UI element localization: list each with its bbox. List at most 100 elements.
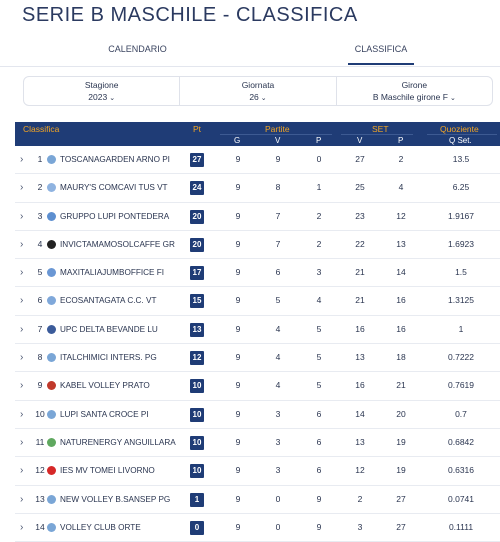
tab-classifica[interactable]: CLASSIFICA: [348, 36, 414, 65]
expand-chevron-icon[interactable]: ›: [20, 436, 24, 448]
sets-won: 12: [355, 465, 365, 476]
row-position: 1: [37, 154, 43, 164]
tab-calendario[interactable]: CALENDARIO: [108, 44, 167, 54]
header-partite: Partite: [265, 124, 290, 134]
team-name[interactable]: LUPI SANTA CROCE PI: [60, 409, 149, 419]
team-logo-icon: [47, 239, 56, 249]
table-row[interactable]: › 12 IES MV TOMEI LIVORNO 10 9 3 6 12 19 0.6316: [15, 457, 500, 486]
expand-chevron-icon[interactable]: ›: [20, 493, 24, 505]
table-row[interactable]: › 5 MAXITALIAJUMBOFFICE FI 17 9 6 3 21 14 1.5: [15, 259, 500, 288]
table-row[interactable]: › 14 VOLLEY CLUB ORTE 0 9 0 9 3 27 0.1111: [15, 514, 500, 542]
chevron-down-icon: ⌄: [449, 95, 456, 102]
team-name[interactable]: KABEL VOLLEY PRATO: [60, 381, 150, 391]
games-played: 9: [235, 295, 241, 306]
table-row[interactable]: › 10 LUPI SANTA CROCE PI 10 9 3 6 14 20 0.7: [15, 401, 500, 429]
header-divider: [220, 134, 332, 135]
table-header: Classifica Pt Partite SET Quoziente G V …: [15, 122, 500, 146]
row-position: 3: [37, 210, 43, 221]
sets-won: 14: [355, 408, 365, 419]
team-name[interactable]: ITALCHIMICI INTERS. PG: [60, 353, 157, 363]
header-v: V: [275, 136, 281, 145]
header-set: SET: [372, 124, 389, 134]
expand-chevron-icon[interactable]: ›: [20, 238, 24, 250]
team-logo-icon: [47, 183, 56, 193]
set-quotient: 0.7222: [448, 352, 474, 363]
expand-chevron-icon[interactable]: ›: [20, 323, 24, 335]
team-name[interactable]: ECOSANTAGATA C.C. VT: [60, 296, 157, 306]
set-quotient: 0.1111: [448, 521, 474, 532]
games-played: 9: [235, 352, 241, 363]
table-row[interactable]: › 13 NEW VOLLEY B.SANSEP PG 1 9 0 9 2 27 0.0741: [15, 486, 500, 514]
expand-chevron-icon[interactable]: ›: [20, 352, 24, 364]
row-position: 2: [37, 182, 43, 193]
team-name[interactable]: IES MV TOMEI LIVORNO: [60, 466, 155, 476]
group-value: B Maschile girone F: [372, 92, 448, 102]
sets-won: 16: [355, 323, 365, 334]
expand-chevron-icon[interactable]: ›: [20, 380, 24, 392]
team-logo-icon: [47, 494, 56, 504]
games-won: 0: [275, 493, 281, 504]
table-row[interactable]: › 1 TOSCANAGARDEN ARNO PI 27 9 9 0 27 2 13.5: [15, 146, 500, 175]
games-lost: 5: [316, 352, 322, 363]
set-quotient: 1.6923: [448, 238, 474, 249]
table-row[interactable]: › 4 INVICTAMAMOSOLCAFFE GR 20 9 7 2 22 13 1.6923: [15, 231, 500, 260]
games-lost: 2: [316, 238, 322, 249]
sets-lost: 20: [396, 408, 406, 419]
team-name[interactable]: GRUPPO LUPI PONTEDERA: [60, 211, 170, 221]
team-name[interactable]: MAXITALIAJUMBOFFICE FI: [60, 268, 165, 278]
sets-lost: 13: [396, 238, 406, 249]
games-won: 6: [275, 267, 281, 278]
chevron-down-icon: ⌄: [260, 95, 267, 102]
team-name[interactable]: VOLLEY CLUB ORTE: [60, 522, 141, 532]
table-row[interactable]: › 2 MAURY'S COMCAVI TUS VT 24 9 8 1 25 4 6.25: [15, 174, 500, 203]
games-played: 9: [235, 408, 241, 419]
team-name[interactable]: UPC DELTA BEVANDE LU: [60, 324, 158, 334]
expand-chevron-icon[interactable]: ›: [20, 210, 24, 222]
group-select[interactable]: Girone B Maschile girone F ⌄: [337, 77, 492, 105]
expand-chevron-icon[interactable]: ›: [20, 521, 24, 533]
games-played: 9: [235, 210, 241, 221]
filter-bar: Stagione 2023 ⌄ Giornata 26 ⌄ Girone B Mas…: [23, 76, 493, 106]
header-classifica: Classifica: [23, 124, 60, 134]
expand-chevron-icon[interactable]: ›: [20, 154, 24, 165]
team-logo-icon: [47, 353, 56, 363]
team-name[interactable]: TOSCANAGARDEN ARNO PI: [60, 155, 170, 164]
games-won: 3: [275, 436, 281, 447]
table-row[interactable]: › 6 ECOSANTAGATA C.C. VT 15 9 5 4 21 16 1.3125: [15, 287, 500, 316]
team-name[interactable]: INVICTAMAMOSOLCAFFE GR: [60, 239, 175, 249]
matchday-select[interactable]: Giornata 26 ⌄: [180, 77, 337, 105]
row-position: 4: [37, 238, 43, 249]
sets-won: 21: [355, 267, 365, 278]
games-played: 9: [235, 493, 241, 504]
games-played: 9: [235, 521, 241, 532]
games-won: 0: [275, 521, 281, 532]
games-won: 4: [275, 323, 281, 334]
sets-lost: 19: [396, 465, 406, 476]
header-q-set: Q Set.: [449, 136, 472, 145]
expand-chevron-icon[interactable]: ›: [20, 295, 24, 307]
team-logo-icon: [47, 409, 56, 419]
table-row[interactable]: › 7 UPC DELTA BEVANDE LU 13 9 4 5 16 16 1: [15, 316, 500, 345]
sets-lost: 18: [396, 352, 406, 363]
table-row[interactable]: › 8 ITALCHIMICI INTERS. PG 12 9 4 5 13 18 0.7222: [15, 344, 500, 373]
table-row[interactable]: › 3 GRUPPO LUPI PONTEDERA 20 9 7 2 23 12 1.9167: [15, 203, 500, 231]
sets-lost: 4: [398, 182, 404, 193]
sets-won: 3: [357, 521, 363, 532]
expand-chevron-icon[interactable]: ›: [20, 408, 24, 420]
expand-chevron-icon[interactable]: ›: [20, 465, 24, 477]
team-name[interactable]: NEW VOLLEY B.SANSEP PG: [60, 494, 171, 504]
sets-won: 13: [355, 436, 365, 447]
points-badge: 13: [190, 322, 204, 337]
expand-chevron-icon[interactable]: ›: [20, 182, 24, 194]
expand-chevron-icon[interactable]: ›: [20, 267, 24, 279]
table-row[interactable]: › 9 KABEL VOLLEY PRATO 10 9 4 5 16 21 0.7619: [15, 372, 500, 401]
sets-lost: 27: [396, 493, 406, 504]
team-logo-icon: [47, 466, 56, 476]
team-name[interactable]: MAURY'S COMCAVI TUS VT: [60, 183, 168, 193]
team-name[interactable]: NATURENERGY ANGUILLARA: [60, 437, 176, 447]
season-select[interactable]: Stagione 2023 ⌄: [24, 77, 181, 105]
header-divider: [427, 134, 497, 135]
chevron-down-icon: ⌄: [109, 95, 116, 102]
points-badge: 0: [190, 520, 204, 535]
table-row[interactable]: › 11 NATURENERGY ANGUILLARA 10 9 3 6 13 19 0.6842: [15, 429, 500, 458]
